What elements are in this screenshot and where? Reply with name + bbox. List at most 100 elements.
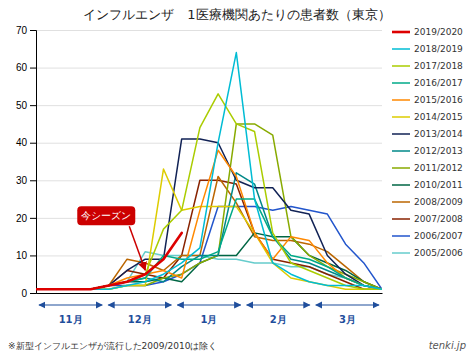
month-label: 2月 bbox=[270, 314, 287, 325]
y-tick-mark bbox=[30, 293, 36, 294]
legend-item: 2013/2014 bbox=[392, 129, 463, 139]
series-line bbox=[36, 233, 382, 289]
y-tick-mark bbox=[30, 180, 36, 181]
y-tick-label: 50 bbox=[16, 100, 28, 111]
y-tick-label: 40 bbox=[16, 137, 28, 148]
legend-label: 2014/2015 bbox=[414, 112, 463, 122]
series-line bbox=[36, 150, 382, 289]
legend-item: 2011/2012 bbox=[392, 163, 463, 173]
month-label: 1月 bbox=[201, 314, 218, 325]
y-tick-mark bbox=[30, 105, 36, 106]
legend-swatch bbox=[392, 65, 410, 67]
legend-swatch bbox=[392, 116, 410, 118]
legend-item: 2018/2019 bbox=[392, 44, 463, 54]
legend-item: 2017/2018 bbox=[392, 61, 463, 71]
legend-swatch bbox=[392, 184, 410, 186]
legend-swatch bbox=[392, 235, 410, 237]
y-tick-mark bbox=[30, 143, 36, 144]
legend: 2019/20202018/20192017/20182016/20172015… bbox=[392, 27, 463, 258]
annotation-box bbox=[77, 206, 135, 225]
chart-svg: インフルエンザ 1医療機関あたりの患者数（東京） 0 10 20 30 40 50 60 70 1… bbox=[0, 0, 474, 355]
annotation: 今シーズン bbox=[77, 206, 145, 270]
legend-swatch bbox=[392, 150, 410, 152]
legend-label: 2019/2020 bbox=[414, 27, 463, 37]
legend-item: 2014/2015 bbox=[392, 112, 463, 122]
y-tick-label: 70 bbox=[16, 25, 28, 36]
legend-swatch bbox=[392, 99, 410, 101]
grid-tick bbox=[36, 68, 382, 69]
series-line bbox=[36, 173, 382, 289]
y-tick: 10 bbox=[16, 250, 36, 261]
legend-label: 2018/2019 bbox=[414, 44, 463, 54]
legend-swatch bbox=[392, 48, 410, 50]
y-tick: 20 bbox=[16, 213, 36, 224]
series-line bbox=[36, 169, 382, 289]
series-line bbox=[36, 199, 382, 289]
month-arrow bbox=[247, 304, 310, 305]
legend-item: 2019/2020 bbox=[392, 27, 463, 37]
legend-label: 2017/2018 bbox=[414, 61, 463, 71]
legend-label: 2013/2014 bbox=[414, 129, 463, 139]
legend-swatch bbox=[392, 31, 410, 34]
month-arrow bbox=[177, 304, 240, 305]
legend-item: 2010/2011 bbox=[392, 180, 463, 190]
y-tick: 30 bbox=[16, 175, 36, 186]
annotation-arrow bbox=[129, 226, 145, 270]
y-tick-label: 10 bbox=[16, 250, 28, 261]
grid-tick bbox=[36, 293, 382, 294]
legend-swatch bbox=[392, 218, 410, 220]
y-tick-mark bbox=[30, 30, 36, 31]
month-arrow bbox=[108, 304, 171, 305]
legend-item: 2016/2017 bbox=[392, 78, 463, 88]
y-tick: 50 bbox=[16, 100, 36, 111]
legend-item: 2012/2013 bbox=[392, 146, 463, 156]
grid bbox=[36, 31, 382, 294]
legend-item: 2006/2007 bbox=[392, 231, 463, 241]
plot: 0 10 20 30 40 50 60 70 11月 12月 1月 2月 3月 今シーズン 2019/202… bbox=[16, 25, 463, 325]
grid-tick bbox=[36, 30, 382, 31]
legend-swatch bbox=[392, 167, 410, 169]
legend-item: 2007/2008 bbox=[392, 214, 463, 224]
grid-line bbox=[36, 68, 382, 69]
y-tick-label: 60 bbox=[16, 62, 28, 73]
legend-label: 2007/2008 bbox=[414, 214, 463, 224]
legend-swatch bbox=[392, 82, 410, 84]
month-spans: 11月 12月 1月 2月 3月 bbox=[39, 305, 379, 325]
y-tick-label: 30 bbox=[16, 175, 28, 186]
y-tick-mark bbox=[30, 255, 36, 256]
legend-item: 2008/2009 bbox=[392, 197, 463, 207]
series-line bbox=[36, 124, 382, 289]
y-tick-label: 20 bbox=[16, 213, 28, 224]
legend-label: 2016/2017 bbox=[414, 78, 463, 88]
y-tick-label: 0 bbox=[21, 288, 27, 299]
month-label: 11月 bbox=[59, 314, 83, 325]
title: インフルエンザ 1医療機関あたりの患者数（東京） bbox=[83, 7, 390, 22]
y-tick: 60 bbox=[16, 62, 36, 73]
legend-label: 2005/2006 bbox=[414, 248, 463, 258]
month-label: 3月 bbox=[339, 314, 356, 325]
grid-tick bbox=[36, 143, 382, 144]
legend-label: 2008/2009 bbox=[414, 197, 463, 207]
x-axis bbox=[37, 293, 383, 294]
annotation-text: 今シーズン bbox=[81, 210, 131, 221]
y-tick-mark bbox=[30, 218, 36, 219]
y-tick: 40 bbox=[16, 137, 36, 148]
month-arrow bbox=[39, 304, 102, 305]
y-axis-line bbox=[30, 31, 37, 294]
grid-line bbox=[36, 30, 382, 31]
legend-swatch bbox=[392, 201, 410, 203]
month-label: 12月 bbox=[128, 314, 152, 325]
legend-item: 2005/2006 bbox=[392, 248, 463, 258]
legend-label: 2011/2012 bbox=[414, 163, 463, 173]
y-tick-mark bbox=[30, 68, 36, 69]
series-line bbox=[36, 233, 182, 289]
x-axis-line bbox=[37, 293, 383, 294]
legend-swatch bbox=[392, 252, 410, 254]
grid-tick bbox=[36, 105, 382, 106]
legend-label: 2012/2013 bbox=[414, 146, 463, 156]
grid-line bbox=[36, 143, 382, 144]
lines bbox=[36, 53, 382, 290]
y-tick: 0 bbox=[21, 288, 36, 299]
y-tick: 70 bbox=[16, 25, 36, 36]
legend-swatch bbox=[392, 133, 410, 135]
